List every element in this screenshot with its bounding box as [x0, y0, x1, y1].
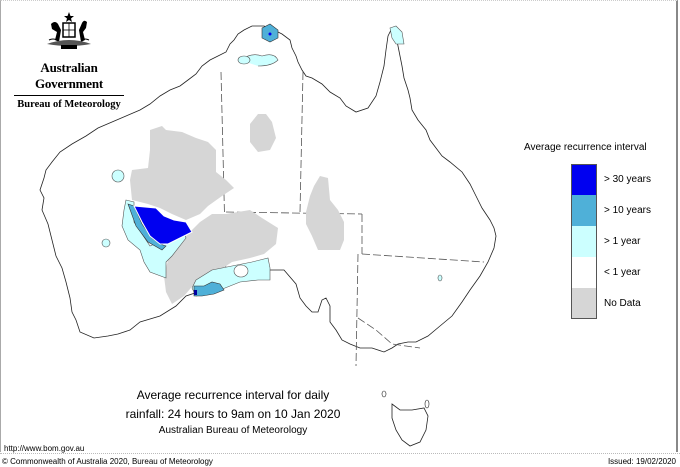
caption-source: Australian Bureau of Meteorology	[158, 425, 308, 436]
footer-divider	[0, 453, 680, 454]
map-frame	[0, 0, 678, 452]
legend-label: > 30 years	[604, 174, 651, 185]
legend: > 30 years > 10 years > 1 year < 1 year …	[571, 164, 651, 319]
legend-label: > 1 year	[604, 236, 641, 247]
legend-swatch-gt1	[571, 226, 597, 257]
legend-item-gt30: > 30 years	[571, 164, 651, 195]
legend-item-lt1: < 1 year	[571, 257, 651, 288]
legend-label: No Data	[604, 298, 641, 309]
tasmania	[391, 403, 429, 447]
issued-date: Issued: 19/02/2020	[607, 457, 676, 466]
legend-item-gt1: > 1 year	[571, 226, 651, 257]
caption-line-1: Average recurrence interval for daily	[136, 388, 330, 402]
logo-divider	[14, 95, 124, 96]
website-link[interactable]: http://www.bom.gov.au	[4, 444, 85, 453]
legend-swatch-gt30	[571, 164, 597, 195]
legend-swatch-no-data	[571, 288, 597, 319]
no-data-regions	[130, 114, 344, 304]
legend-label: > 10 years	[604, 205, 651, 216]
legend-swatch-gt10	[571, 195, 597, 226]
map-caption: Average recurrence interval for daily ra…	[108, 386, 358, 437]
gt30-years-region	[133, 205, 193, 245]
legend-item-no-data: No Data	[571, 288, 651, 319]
legend-swatch-lt1	[571, 257, 597, 288]
australia-map	[39, 23, 497, 447]
legend-item-gt10: > 10 years	[571, 195, 651, 226]
government-logo: Australian Government Bureau of Meteorol…	[8, 10, 130, 110]
agency-name: Bureau of Meteorology	[17, 99, 121, 110]
caption-line-2: rainfall: 24 hours to 9am on 10 Jan 2020	[125, 407, 341, 421]
legend-title: Average recurrence interval	[524, 142, 647, 153]
government-name: Australian Government	[34, 60, 104, 91]
copyright-notice: © Commonwealth of Australia 2020, Bureau…	[2, 457, 213, 466]
coat-of-arms-icon	[47, 12, 91, 49]
legend-label: < 1 year	[604, 267, 641, 278]
australia-mainland	[39, 25, 497, 353]
